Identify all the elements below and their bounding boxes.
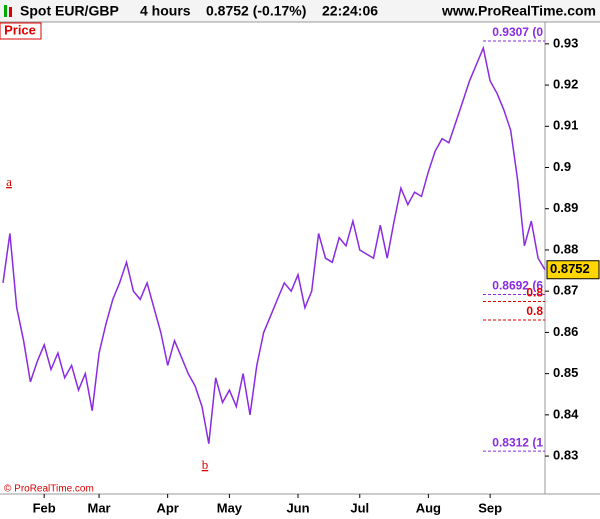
y-tick-label: 0.87 [553,283,578,298]
quote: 0.8752 (-0.17%) [206,3,306,19]
x-tick-label: Feb [33,500,56,515]
timeframe: 4 hours [140,3,191,19]
x-tick-label: Sep [478,500,502,515]
y-tick-label: 0.92 [553,77,578,92]
x-tick-label: May [217,500,243,515]
level-label: 0.9307 (0 [492,25,543,39]
last-price-box [546,260,600,280]
panel-label-box [0,22,42,40]
annotation: a [6,174,12,189]
y-tick-label: 0.91 [553,118,578,133]
time: 22:24:06 [322,3,378,19]
last-price-label: 0.8752 [550,261,590,276]
y-tick-label: 0.84 [553,406,579,421]
header-bar [0,0,600,22]
x-tick-label: Mar [87,500,110,515]
price-line [2,45,546,444]
symbol: Spot EUR/GBP [20,3,119,19]
x-tick-label: Apr [156,500,178,515]
level-label: 0.8692 (6 [492,279,543,293]
copyright: © ProRealTime.com [4,484,94,495]
panel-label: Price [4,22,36,37]
y-tick-label: 0.88 [553,241,578,256]
icon [9,7,12,17]
y-tick-label: 0.93 [553,35,578,50]
level-label: 0.8312 (1 [492,435,543,449]
x-tick-label: Jun [286,500,309,515]
x-tick-label: Jul [350,500,369,515]
y-tick-label: 0.83 [553,448,578,463]
site: www.ProRealTime.com [441,3,596,19]
x-tick-label: Aug [416,500,441,515]
y-tick-label: 0.85 [553,365,578,380]
y-tick-label: 0.86 [553,324,578,339]
annotation: b [202,457,209,472]
level-label: 0.8 [526,286,543,300]
y-tick-label: 0.9 [553,159,571,174]
y-tick-label: 0.89 [553,200,578,215]
icon [4,5,7,17]
level-label: 0.8 [526,304,543,318]
